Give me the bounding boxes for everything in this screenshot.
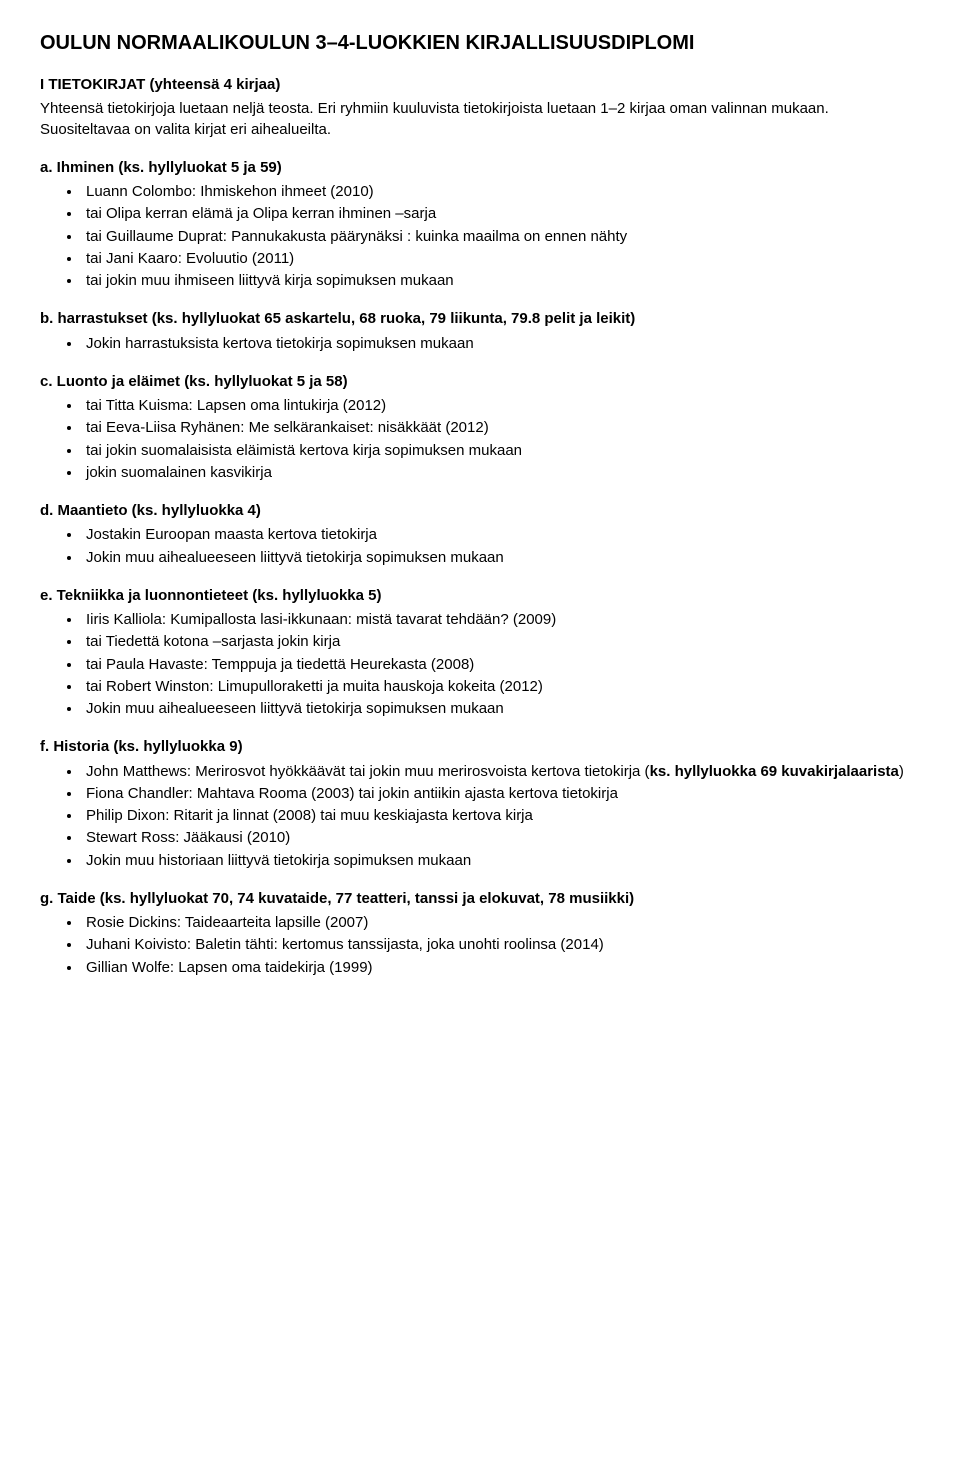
subsection-a-list: Luann Colombo: Ihmiskehon ihmeet (2010) …: [40, 182, 920, 291]
list-item: tai Olipa kerran elämä ja Olipa kerran i…: [82, 204, 920, 224]
subsection-c-list: tai Titta Kuisma: Lapsen oma lintukirja …: [40, 396, 920, 483]
subsection-d-list: Jostakin Euroopan maasta kertova tietoki…: [40, 525, 920, 568]
list-item: Rosie Dickins: Taideaarteita lapsille (2…: [82, 913, 920, 933]
list-item: John Matthews: Merirosvot hyökkäävät tai…: [82, 762, 920, 782]
list-item: Iiris Kalliola: Kumipallosta lasi-ikkuna…: [82, 610, 920, 630]
subsection-e-heading: e. Tekniikka ja luonnontieteet (ks. hyll…: [40, 586, 920, 606]
list-item: Gillian Wolfe: Lapsen oma taidekirja (19…: [82, 958, 920, 978]
list-item: tai Titta Kuisma: Lapsen oma lintukirja …: [82, 396, 920, 416]
list-item: Fiona Chandler: Mahtava Rooma (2003) tai…: [82, 784, 920, 804]
subsection-b-heading: b. harrastukset (ks. hyllyluokat 65 aska…: [40, 309, 920, 329]
list-item: tai jokin muu ihmiseen liittyvä kirja so…: [82, 271, 920, 291]
text-bold: ks. hyllyluokka 69 kuvakirjalaarista: [650, 763, 899, 780]
text: ): [899, 763, 904, 780]
section-intro: Yhteensä tietokirjoja luetaan neljä teos…: [40, 99, 920, 140]
list-item: Jokin muu historiaan liittyvä tietokirja…: [82, 851, 920, 871]
list-item: Jokin harrastuksista kertova tietokirja …: [82, 334, 920, 354]
list-item: Philip Dixon: Ritarit ja linnat (2008) t…: [82, 806, 920, 826]
list-item: tai Guillaume Duprat: Pannukakusta pääry…: [82, 227, 920, 247]
subsection-a-heading: a. Ihminen (ks. hyllyluokat 5 ja 59): [40, 158, 920, 178]
subsection-c-heading: c. Luonto ja eläimet (ks. hyllyluokat 5 …: [40, 372, 920, 392]
list-item: Luann Colombo: Ihmiskehon ihmeet (2010): [82, 182, 920, 202]
list-item: Jostakin Euroopan maasta kertova tietoki…: [82, 525, 920, 545]
list-item: tai jokin suomalaisista eläimistä kertov…: [82, 441, 920, 461]
list-item: tai Robert Winston: Limupulloraketti ja …: [82, 677, 920, 697]
subsection-f-list: John Matthews: Merirosvot hyökkäävät tai…: [40, 762, 920, 871]
text: John Matthews: Merirosvot hyökkäävät tai…: [86, 763, 650, 780]
subsection-f-heading: f. Historia (ks. hyllyluokka 9): [40, 737, 920, 757]
document-title: OULUN NORMAALIKOULUN 3–4-LUOKKIEN KIRJAL…: [40, 30, 920, 57]
list-item: tai Tiedettä kotona –sarjasta jokin kirj…: [82, 632, 920, 652]
subsection-d-heading: d. Maantieto (ks. hyllyluokka 4): [40, 501, 920, 521]
list-item: tai Paula Havaste: Temppuja ja tiedettä …: [82, 655, 920, 675]
list-item: tai Jani Kaaro: Evoluutio (2011): [82, 249, 920, 269]
list-item: Stewart Ross: Jääkausi (2010): [82, 828, 920, 848]
list-item: Jokin muu aihealueeseen liittyvä tietoki…: [82, 699, 920, 719]
section-heading: I TIETOKIRJAT (yhteensä 4 kirjaa): [40, 75, 920, 95]
subsection-e-list: Iiris Kalliola: Kumipallosta lasi-ikkuna…: [40, 610, 920, 719]
list-item: tai Eeva-Liisa Ryhänen: Me selkärankaise…: [82, 418, 920, 438]
list-item: Juhani Koivisto: Baletin tähti: kertomus…: [82, 935, 920, 955]
subsection-b-list: Jokin harrastuksista kertova tietokirja …: [40, 334, 920, 354]
subsection-g-list: Rosie Dickins: Taideaarteita lapsille (2…: [40, 913, 920, 978]
subsection-g-heading: g. Taide (ks. hyllyluokat 70, 74 kuvatai…: [40, 889, 920, 909]
list-item: jokin suomalainen kasvikirja: [82, 463, 920, 483]
list-item: Jokin muu aihealueeseen liittyvä tietoki…: [82, 548, 920, 568]
